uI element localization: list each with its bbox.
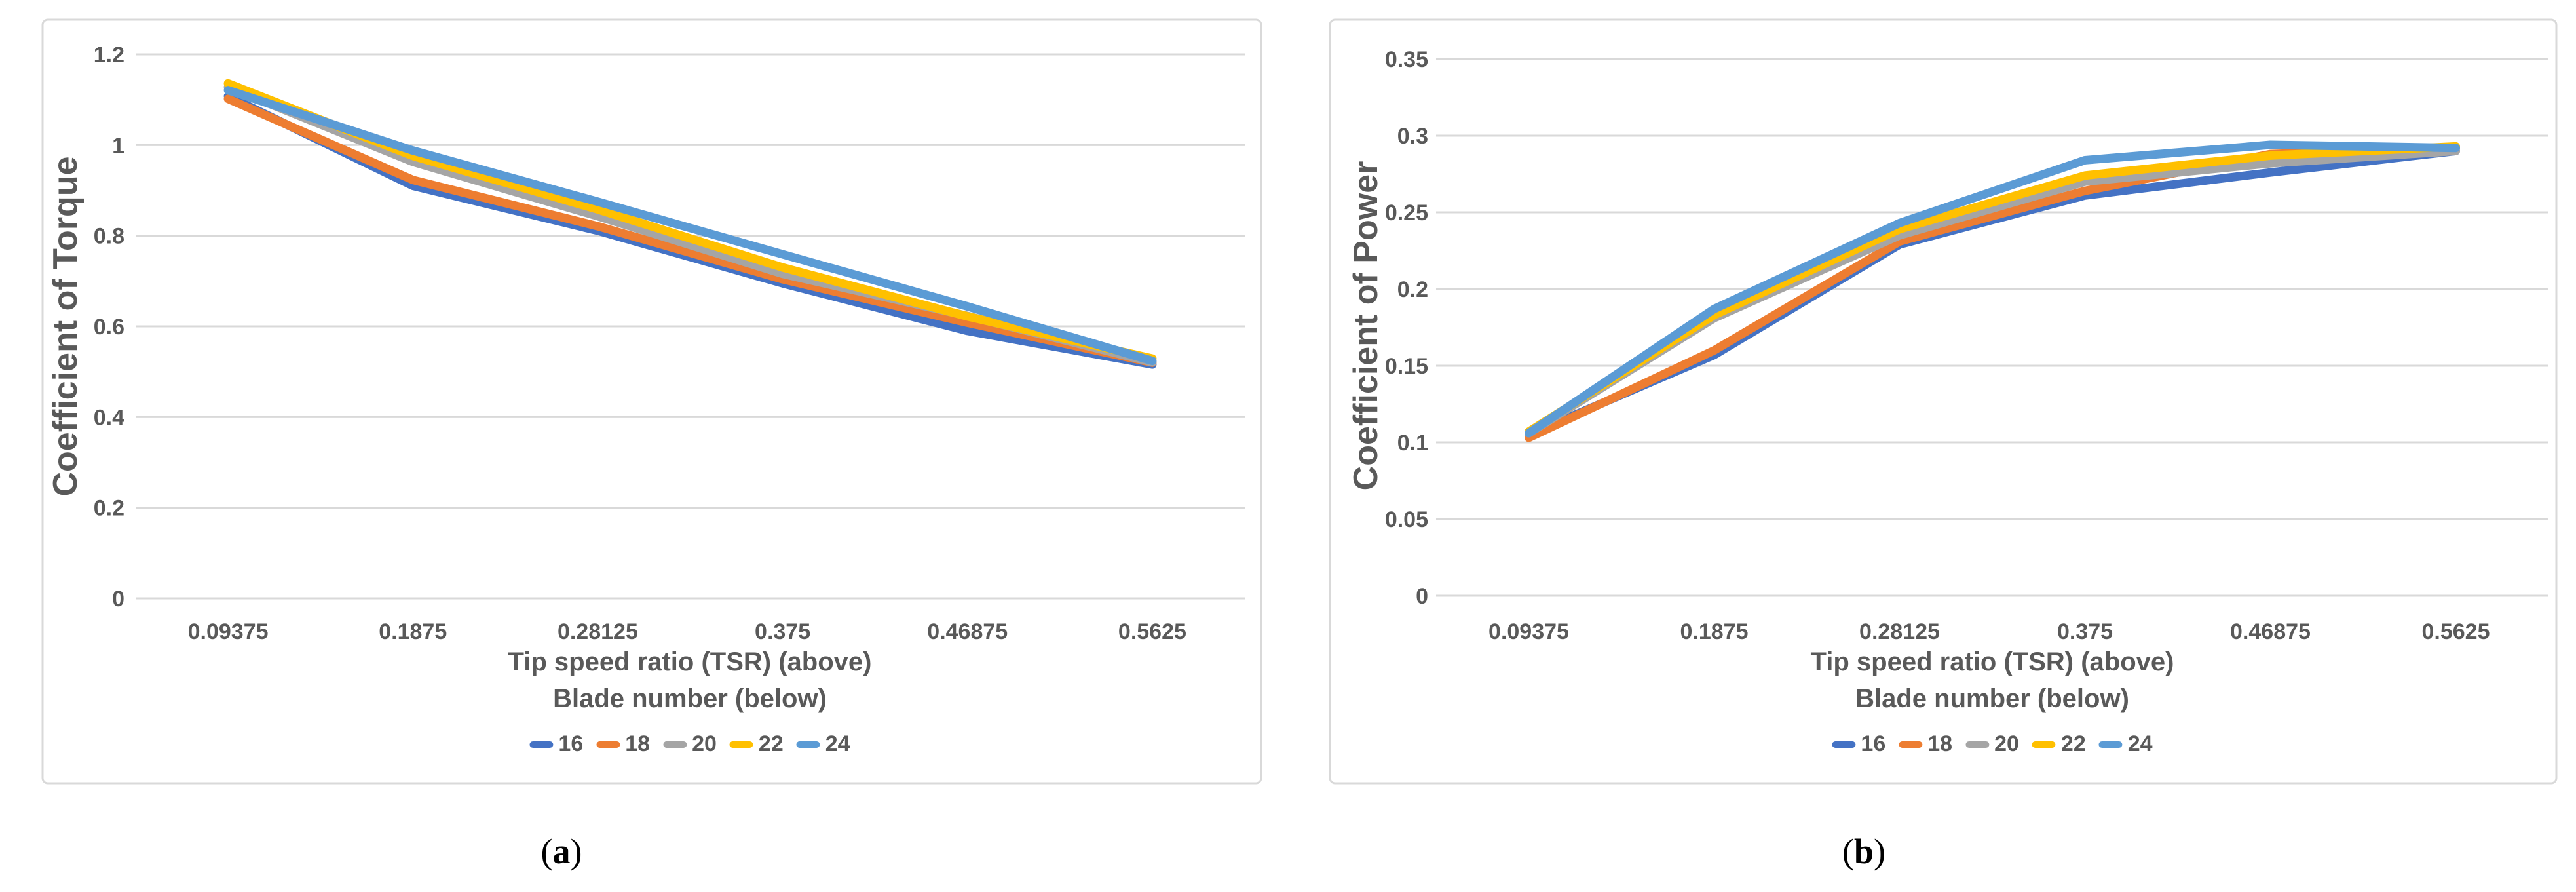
legend-label: 24 (2127, 731, 2153, 756)
caption-letter: b (1853, 832, 1874, 871)
y-axis-title: Coefficient of Power (1347, 161, 1385, 491)
legend-label: 16 (558, 731, 584, 756)
x-tick-label: 0.1875 (1680, 619, 1749, 644)
y-tick-label: 0.6 (94, 315, 124, 339)
series-line-24 (1525, 140, 2460, 438)
legend-label: 20 (1994, 731, 2019, 756)
legend-item-16: 16 (1832, 731, 1885, 757)
caption-letter: a (552, 832, 571, 871)
x-tick-label: 0.28125 (1859, 619, 1940, 644)
legend-item-18: 18 (1899, 731, 1952, 757)
legend-label: 16 (1861, 731, 1886, 756)
x-axis-title-line2: Blade number (below) (1855, 684, 2129, 713)
caption-paren: ) (570, 832, 582, 871)
y-tick-label: 1 (112, 133, 124, 158)
x-tick-label: 0.28125 (558, 619, 638, 644)
series-line-18 (223, 94, 1157, 367)
y-tick-label: 0.2 (1397, 277, 1428, 302)
legend-swatch-20 (663, 741, 687, 748)
y-tick-label: 0 (112, 587, 124, 611)
legend-label: 20 (692, 731, 717, 756)
legend: 16 18 20 22 24 (1832, 731, 2153, 757)
x-tick-label: 0.5625 (1118, 619, 1186, 644)
x-tick-label: 0.5625 (2422, 619, 2490, 644)
legend-item-18: 18 (596, 731, 650, 757)
y-tick-label: 0.3 (1397, 124, 1428, 149)
x-tick-label: 0.375 (755, 619, 810, 644)
legend-item-22: 22 (729, 731, 784, 757)
legend-label: 22 (2060, 731, 2086, 756)
legend-item-20: 20 (663, 731, 717, 757)
caption-paren: ) (1874, 832, 1886, 871)
legend-swatch-16 (529, 741, 554, 748)
legend-item-16: 16 (529, 731, 583, 757)
y-tick-label: 0.1 (1397, 431, 1428, 456)
legend-swatch-16 (1832, 741, 1856, 748)
legend-swatch-20 (1965, 741, 1990, 748)
chart-border (41, 18, 1262, 785)
legend-swatch-22 (2032, 741, 2056, 748)
subfigure-caption-a: (a) (541, 831, 582, 872)
x-axis-title-line1: Tip speed ratio (TSR) (above) (508, 648, 872, 676)
x-tick-label: 0.46875 (927, 619, 1008, 644)
y-tick-label: 0.2 (94, 496, 124, 521)
series-line-24 (223, 86, 1157, 366)
legend-item-24: 24 (796, 731, 850, 757)
legend-item-24: 24 (2098, 731, 2153, 757)
x-tick-label: 0.46875 (2230, 619, 2311, 644)
x-tick-label: 0.375 (2057, 619, 2113, 644)
y-tick-label: 0 (1416, 584, 1428, 609)
legend-swatch-24 (796, 741, 820, 748)
legend-label: 18 (625, 731, 651, 756)
y-tick-label: 1.2 (94, 43, 124, 68)
x-axis-title-line2: Blade number (below) (553, 684, 827, 713)
x-axis-title-line1: Tip speed ratio (TSR) (above) (1810, 648, 2174, 676)
y-axis-title: Coefficient of Torque (47, 156, 85, 497)
x-tick-label: 0.09375 (1488, 619, 1569, 644)
y-tick-label: 0.8 (94, 224, 124, 249)
y-tick-label: 0.15 (1385, 354, 1428, 379)
legend-swatch-24 (2098, 741, 2123, 748)
legend: 16 18 20 22 24 (529, 731, 850, 757)
x-tick-label: 0.1875 (379, 619, 447, 644)
legend-item-22: 22 (2032, 731, 2086, 757)
y-tick-label: 0.35 (1385, 47, 1428, 72)
y-tick-label: 0.4 (94, 405, 124, 430)
chart-panel-a: 0 0.2 0.4 0.6 0.8 1 1.2 0.09375 0.1875 0.28125 0.3… (41, 18, 1262, 872)
subfigure-caption-b: (b) (1842, 831, 1885, 872)
y-tick-label: 0.25 (1385, 201, 1428, 225)
torque-chart: 0 0.2 0.4 0.6 0.8 1 1.2 0.09375 0.1875 0.28125 0.3… (41, 18, 1262, 785)
legend-swatch-22 (729, 741, 753, 748)
legend-label: 18 (1927, 731, 1953, 756)
legend-item-20: 20 (1965, 731, 2019, 757)
caption-paren: ( (1842, 832, 1854, 871)
x-tick-label: 0.09375 (188, 619, 269, 644)
legend-label: 22 (758, 731, 784, 756)
legend-swatch-18 (596, 741, 620, 748)
power-chart: 0 0.05 0.1 0.15 0.2 0.25 0.3 0.35 0.09375 0.1875 0… (1329, 18, 2558, 785)
chart-border (1329, 18, 2558, 785)
chart-panel-b: 0 0.05 0.1 0.15 0.2 0.25 0.3 0.35 0.09375 0.1875 0… (1288, 0, 2576, 892)
y-tick-label: 0.05 (1385, 507, 1428, 532)
caption-paren: ( (540, 832, 553, 871)
legend-label: 24 (825, 731, 850, 756)
legend-swatch-18 (1899, 741, 1923, 748)
